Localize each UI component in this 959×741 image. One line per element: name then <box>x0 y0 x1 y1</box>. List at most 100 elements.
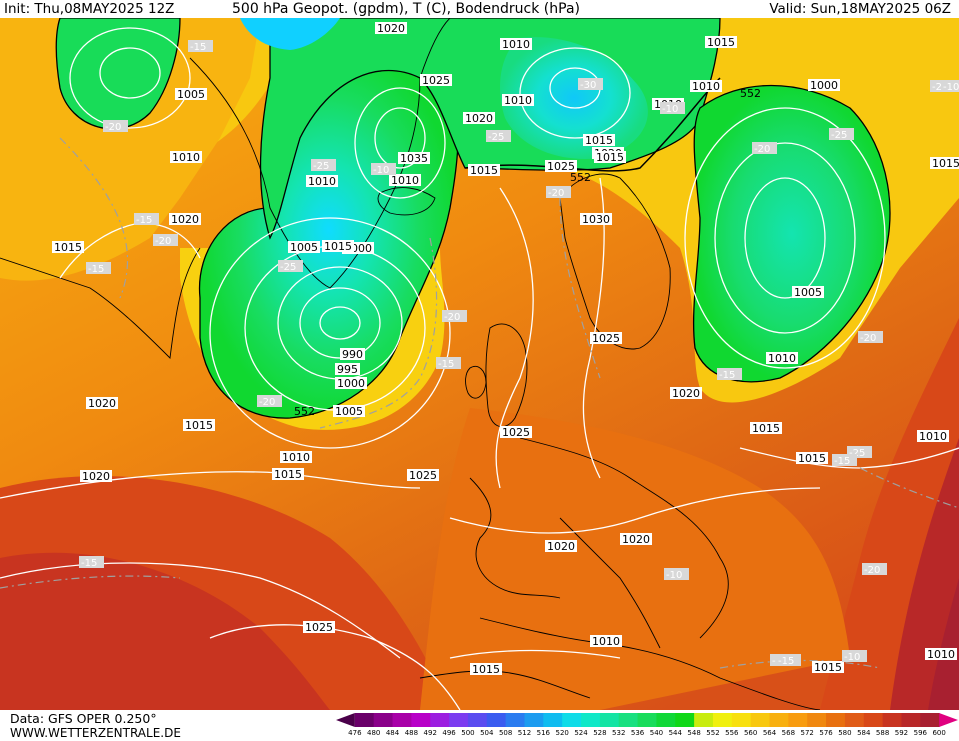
warm-band-sw-inner <box>0 552 330 710</box>
temperature-label: -25 <box>488 132 504 143</box>
colorbar-label: 492 <box>423 729 437 737</box>
cold-pool-north <box>500 37 648 159</box>
colorbar-label: 548 <box>687 729 701 737</box>
pressure-label: 1010 <box>308 175 336 188</box>
pressure-label-bg <box>545 540 577 552</box>
isotherm <box>0 575 181 589</box>
pressure-label: 1020 <box>672 387 700 400</box>
pressure-label-bg <box>590 635 622 647</box>
isobar <box>714 142 856 334</box>
temperature-label-bg <box>153 234 178 246</box>
isobar <box>449 487 821 534</box>
pressure-label-bg <box>500 38 532 50</box>
colorbar-label: 552 <box>706 729 720 737</box>
colorbar-label: 564 <box>762 729 777 737</box>
pressure-label-bg <box>796 452 828 464</box>
pressure-label: 1010 <box>282 451 310 464</box>
isobar <box>0 562 401 659</box>
colorbar-swatch <box>562 713 582 727</box>
colorbar-label: 508 <box>498 729 513 737</box>
colorbar-swatch <box>637 713 657 727</box>
colorbar-swatch <box>543 713 563 727</box>
pressure-label: 1020 <box>622 533 650 546</box>
mediterranean-coast <box>479 617 821 710</box>
pressure-label: 1015 <box>814 661 842 674</box>
temperature-label-bg <box>578 78 603 90</box>
pressure-label-bg <box>463 112 495 124</box>
temperature-label-bg <box>776 654 801 666</box>
colorbar-label: 516 <box>536 729 551 737</box>
colorbar-label: 496 <box>442 729 456 737</box>
pressure-label: 1000 <box>337 377 365 390</box>
colorbar-swatch <box>430 713 450 727</box>
height-labels: 552 552 552 <box>294 87 761 418</box>
height-contour-552 <box>464 77 721 172</box>
isotherm <box>559 197 601 379</box>
pressure-label-bg <box>170 151 202 163</box>
colorbar-label: 576 <box>819 729 833 737</box>
colorbar-swatch <box>392 713 412 727</box>
colorbar-swatch <box>373 713 394 727</box>
pressure-label-bg <box>333 405 365 417</box>
colorbar-label: 560 <box>743 729 758 737</box>
pressure-label: 1015 <box>798 452 826 465</box>
pressure-label: 1015 <box>585 134 613 147</box>
pressure-label-bg <box>420 74 452 86</box>
colorbar-label: 584 <box>857 729 871 737</box>
colorbar-label: 476 <box>348 729 362 737</box>
colorbar-swatch <box>750 713 771 727</box>
pressure-label: 1015 <box>932 157 959 170</box>
colorbar-swatch <box>656 713 676 727</box>
temperature-label: -10 <box>943 82 959 93</box>
pressure-label-bg <box>322 240 354 252</box>
colorbar-label: 520 <box>555 729 569 737</box>
colorbar <box>336 713 958 727</box>
pressure-label: 1035 <box>400 152 428 165</box>
isobar <box>354 87 446 199</box>
pressure-label-bg <box>580 213 612 225</box>
pressure-label-bg <box>280 451 312 463</box>
pressure-label-bg <box>470 663 502 675</box>
pressure-label: 1025 <box>502 426 530 439</box>
temperature-label: -30 <box>580 80 596 91</box>
pressure-label: 1030 <box>582 213 610 226</box>
temperature-label-bg <box>371 163 396 175</box>
colorbar-swatch <box>599 713 620 727</box>
pressure-label-bg <box>306 175 338 187</box>
pressure-label: 1000 <box>810 79 838 92</box>
colorbar-label: 528 <box>593 729 607 737</box>
isobar <box>0 471 421 499</box>
pressure-label-bg <box>590 332 622 344</box>
colorbar-label: 588 <box>875 729 890 737</box>
colorbar-swatch <box>486 713 507 727</box>
colorbar-label: 540 <box>649 729 664 737</box>
temperature-label: -15 <box>81 558 97 569</box>
pressure-label: 1005 <box>177 88 205 101</box>
pressure-label-bg <box>288 241 320 253</box>
pressure-label: 1020 <box>82 470 110 483</box>
temperature-label-bg <box>436 357 461 369</box>
colorbar-swatch <box>769 713 789 727</box>
isobar <box>495 187 534 489</box>
pressure-label-bg <box>930 157 959 169</box>
colorbar-swatch <box>694 713 714 727</box>
pressure-label: 1010 <box>502 38 530 51</box>
temperature-label: -15 <box>136 215 152 226</box>
colorbar-label: 504 <box>480 729 494 737</box>
temperature-label: -20 <box>548 188 564 199</box>
temperature-label: -15 <box>834 456 850 467</box>
colorbar-swatch <box>807 713 827 727</box>
temperature-label-bg <box>664 568 689 580</box>
temperature-label-bg <box>842 650 867 662</box>
colorbar-swatch <box>449 713 469 727</box>
pressure-label: 1025 <box>592 332 620 345</box>
colorbar-label: 596 <box>913 729 927 737</box>
pressure-labels: 1020 1010 1015 1005 1010 1025 1020 1035 1010 1010… <box>52 22 959 676</box>
pressure-label: 1025 <box>409 469 437 482</box>
pressure-label: 1020 <box>547 540 575 553</box>
pressure-label: 1015 <box>596 151 624 164</box>
iceland-coast <box>377 187 436 216</box>
pressure-label-bg <box>407 469 439 481</box>
pressure-label: 1020 <box>171 213 199 226</box>
pressure-label: 1025 <box>422 74 450 87</box>
